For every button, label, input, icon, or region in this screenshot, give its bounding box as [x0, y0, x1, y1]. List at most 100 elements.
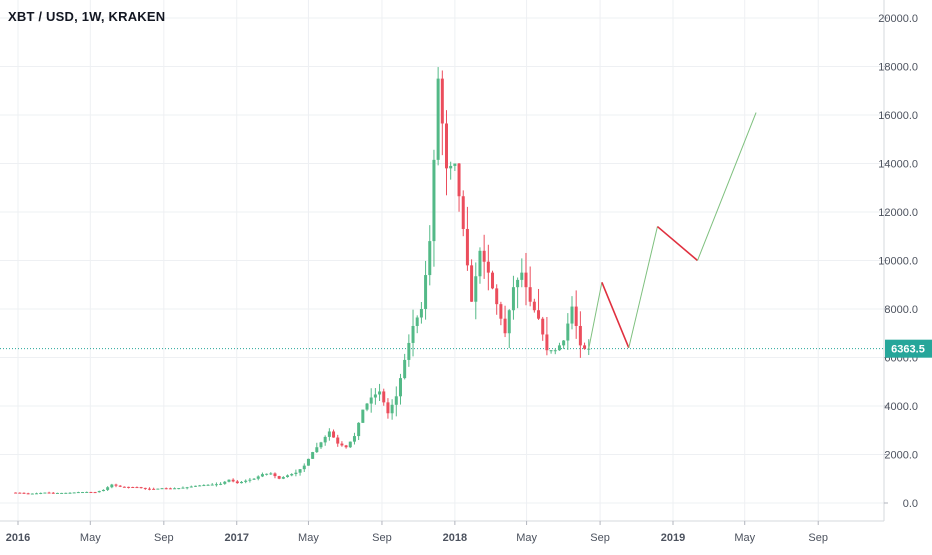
candle	[265, 473, 269, 476]
candle	[474, 262, 478, 320]
candle	[453, 163, 457, 171]
candle-body	[407, 342, 411, 360]
candle-body	[419, 309, 423, 318]
candle	[382, 388, 386, 406]
candle	[365, 402, 369, 412]
projection-segment	[601, 282, 630, 349]
candle	[298, 469, 302, 476]
candle-body	[545, 334, 549, 351]
candle-body	[587, 348, 591, 350]
price-badge-label: 6363.5	[891, 344, 925, 356]
candle-body	[97, 491, 101, 493]
candle-body	[26, 493, 30, 495]
candle	[101, 489, 105, 492]
candle-body	[449, 165, 453, 169]
candle	[156, 488, 160, 490]
candle-body	[524, 272, 528, 288]
x-tick-label: May	[734, 532, 755, 544]
candle	[524, 252, 528, 306]
candle	[273, 472, 277, 479]
candle	[248, 477, 252, 483]
candle-body	[340, 443, 344, 446]
y-tick-label: 2000.0	[884, 450, 918, 462]
candle	[127, 486, 131, 489]
candle	[139, 486, 143, 489]
x-tick-label: May	[298, 532, 319, 544]
candle	[47, 491, 51, 494]
candle-body	[64, 492, 68, 494]
candle	[398, 373, 402, 405]
candle-body	[457, 163, 461, 197]
candle	[570, 296, 574, 330]
candle-body	[118, 485, 122, 487]
candle-body	[528, 287, 532, 302]
candle	[482, 234, 486, 279]
candle	[51, 491, 55, 494]
candle	[424, 260, 428, 320]
projection-path	[588, 112, 757, 349]
candle	[181, 486, 185, 489]
candle	[223, 480, 227, 485]
candle	[532, 298, 536, 313]
candle-body	[55, 492, 59, 494]
candle-body	[378, 391, 382, 395]
candle	[147, 487, 151, 491]
candle	[411, 309, 415, 357]
candle	[277, 475, 281, 480]
y-tick-label: 12000.0	[878, 207, 918, 219]
candle	[419, 302, 423, 324]
candle-body	[486, 261, 490, 273]
candle-body	[503, 318, 507, 334]
price-badge	[885, 339, 932, 358]
candle	[135, 486, 139, 489]
candle	[470, 259, 474, 302]
candle-body	[173, 488, 177, 490]
candle-body	[532, 301, 536, 311]
candle-body	[332, 431, 336, 438]
candle-body	[344, 445, 348, 448]
candle	[373, 388, 377, 405]
candle-body	[252, 478, 256, 480]
candle-body	[583, 345, 587, 349]
candle-body	[491, 272, 495, 289]
candle-body	[168, 488, 172, 490]
projection-segment	[697, 112, 757, 261]
candle	[35, 492, 39, 495]
candle	[152, 487, 156, 490]
x-tick-label: May	[516, 532, 537, 544]
candle	[43, 492, 47, 494]
candle-body	[474, 276, 478, 302]
candle-body	[311, 452, 315, 459]
candle	[22, 492, 26, 494]
candle-body	[265, 473, 269, 475]
candle	[193, 485, 197, 487]
y-tick-label: 4000.0	[884, 401, 918, 413]
candle-body	[114, 484, 118, 486]
candle-body	[520, 272, 524, 280]
candle	[93, 491, 97, 494]
candle	[528, 266, 532, 307]
candle	[428, 225, 432, 286]
x-tick-label: 2019	[661, 532, 685, 544]
candle-body	[18, 492, 22, 494]
candle	[583, 342, 587, 350]
candle-body	[127, 486, 131, 488]
candle-body	[193, 485, 197, 487]
candle	[260, 472, 264, 478]
candle-body	[327, 431, 331, 437]
candle	[219, 482, 223, 486]
candle-body	[382, 391, 386, 403]
candle	[465, 206, 469, 271]
candle-body	[235, 481, 239, 484]
candle	[131, 486, 135, 488]
candle-body	[152, 488, 156, 490]
candle-body	[495, 288, 499, 305]
candle	[486, 244, 490, 291]
candle	[562, 340, 566, 349]
x-tick-label: Sep	[590, 532, 610, 544]
candle	[332, 429, 336, 438]
candle	[361, 409, 365, 423]
